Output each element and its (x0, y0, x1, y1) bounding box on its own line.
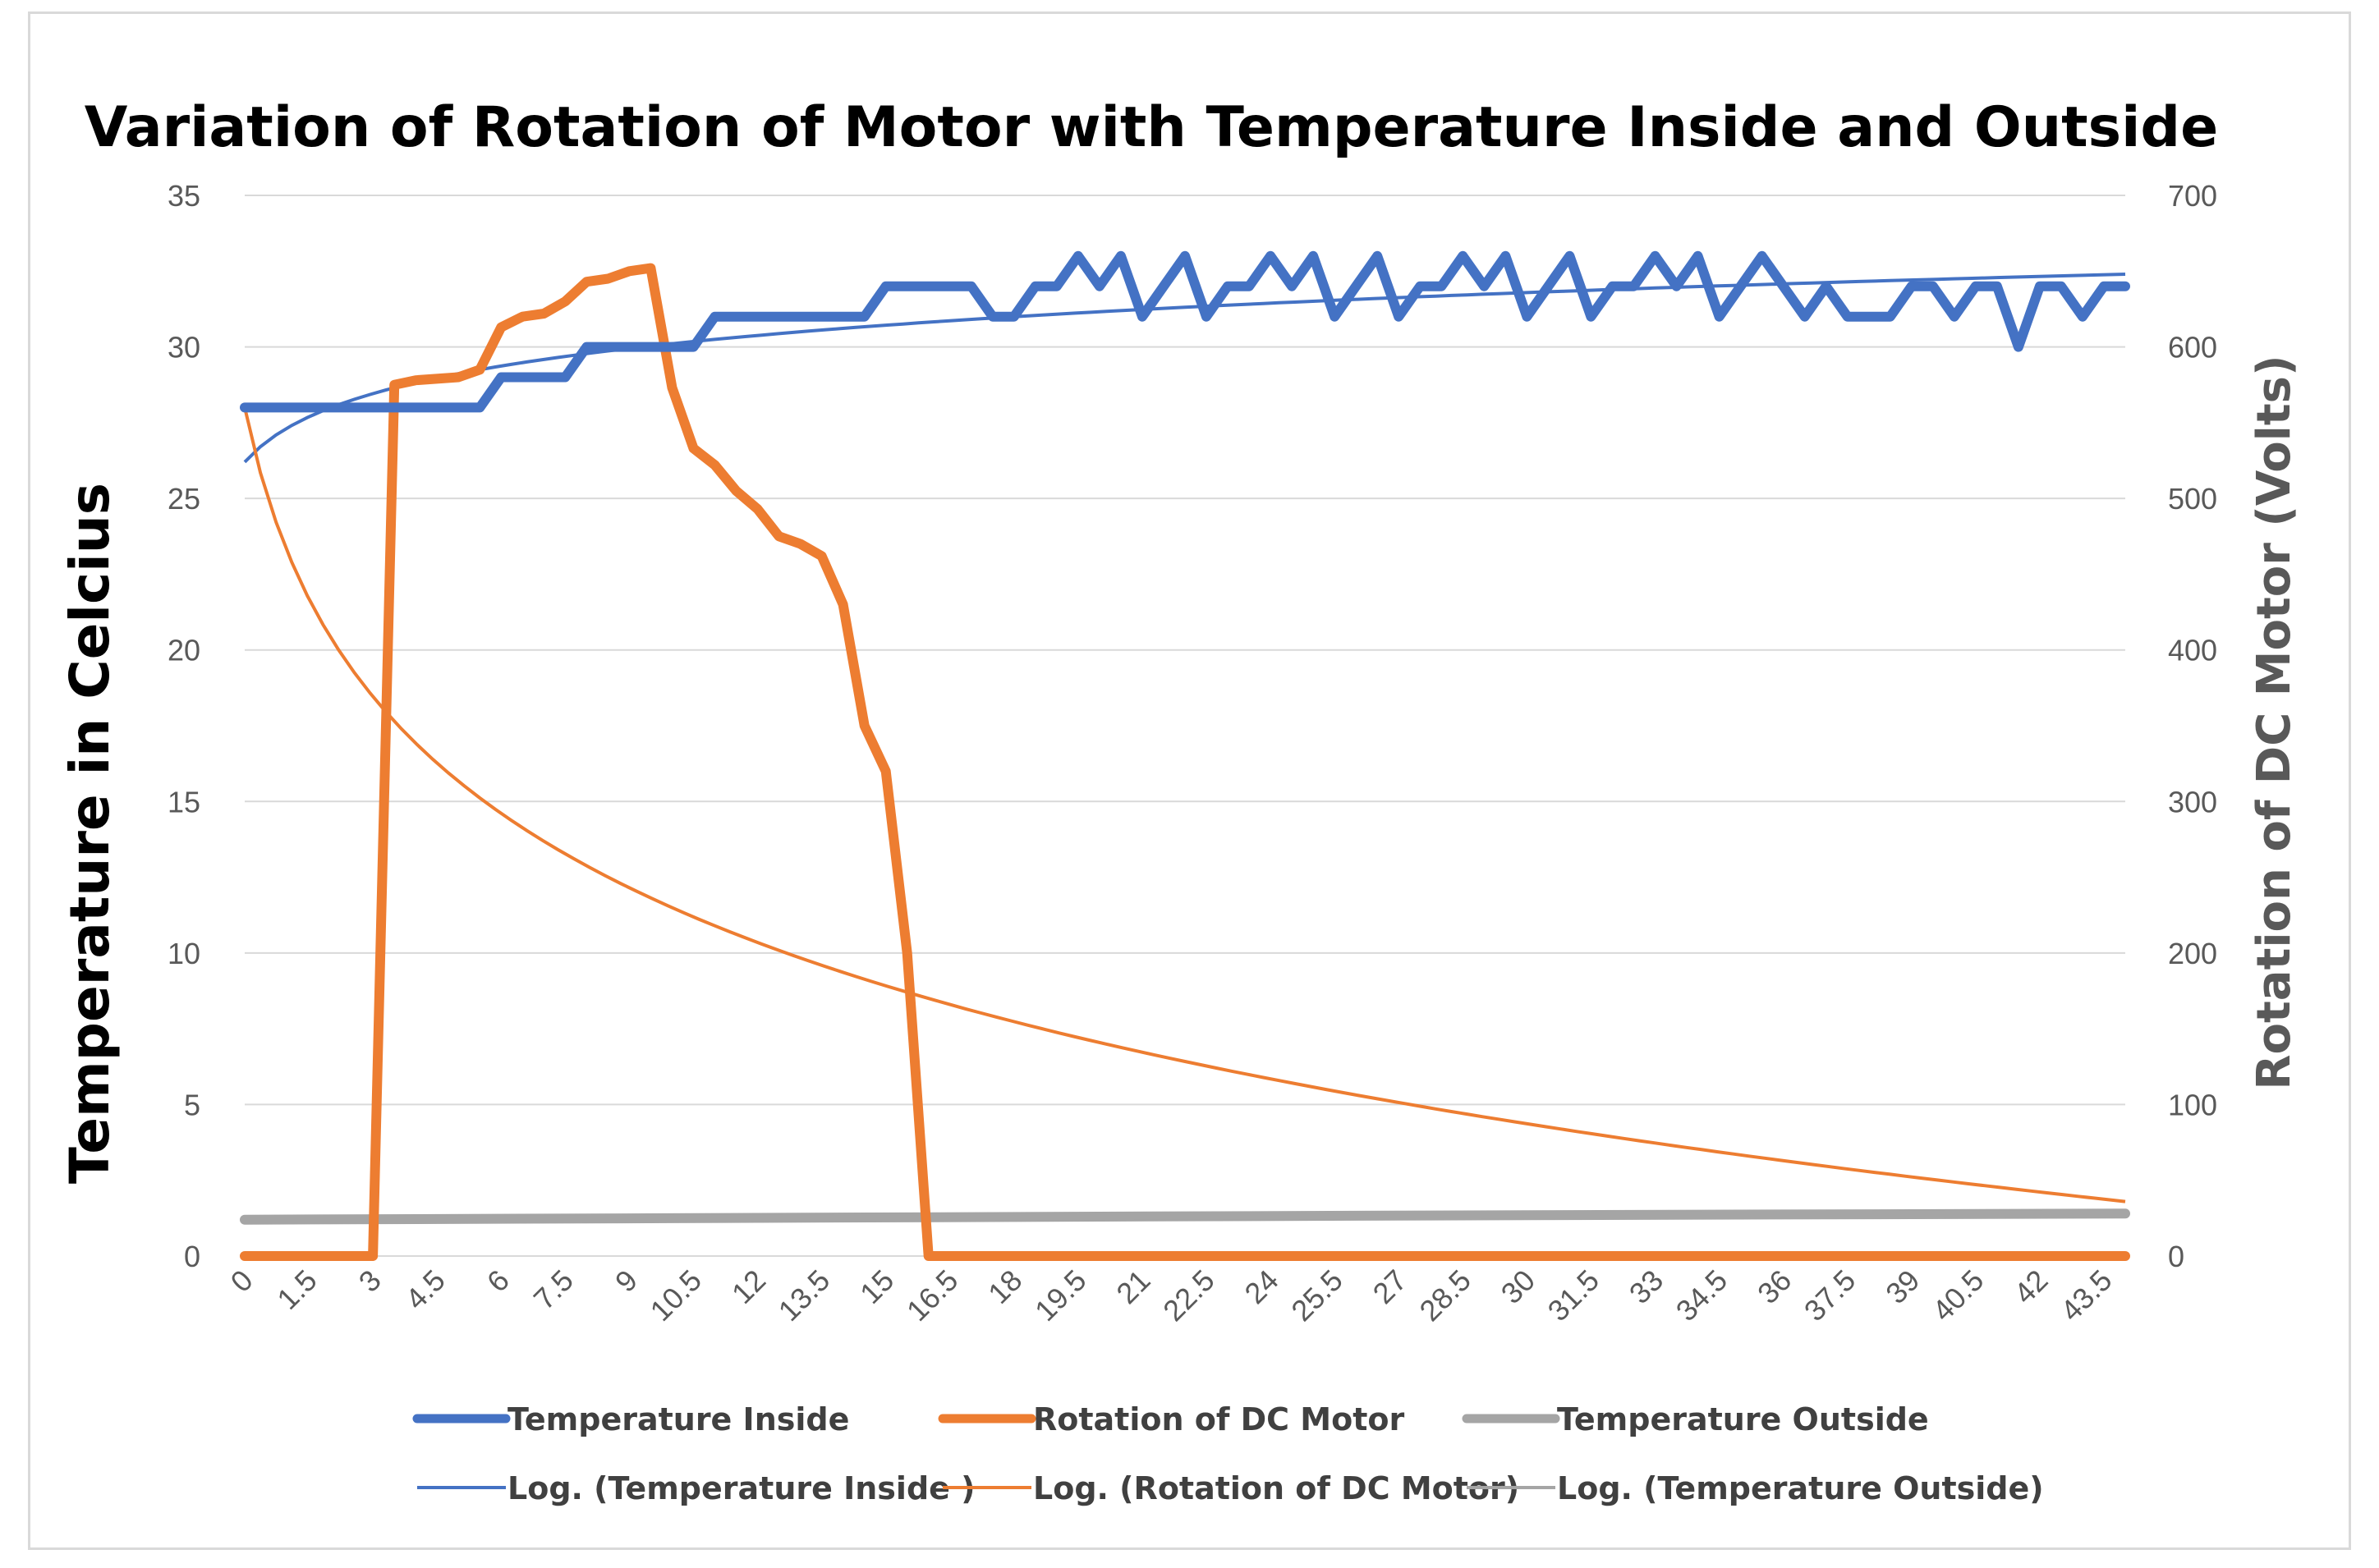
y2-tick-label: 400 (2168, 634, 2217, 667)
y2-tick-label: 700 (2168, 179, 2217, 213)
x-tick-label: 13.5 (772, 1263, 837, 1328)
y-tick-label: 15 (168, 785, 200, 818)
x-tick-label: 36 (1751, 1263, 1798, 1310)
y2-tick-label: 300 (2168, 785, 2217, 818)
gridlines (245, 195, 2125, 1257)
series-line-rotation-of-dc-motor (240, 263, 2130, 1261)
x-tick-label: 37.5 (1798, 1263, 1862, 1328)
legend-label-temperature-inside: Temperature Inside (507, 1401, 849, 1437)
trendlines (243, 273, 2126, 1222)
x-tick-label: 19.5 (1028, 1263, 1093, 1328)
x-tick-label: 31.5 (1541, 1263, 1606, 1328)
y-tick-label: 0 (184, 1240, 200, 1273)
x-tick-label: 34.5 (1669, 1263, 1734, 1328)
x-tick-label: 40.5 (1926, 1263, 1991, 1328)
trendline-1 (243, 273, 2126, 464)
x-tick-label: 33 (1623, 1263, 1669, 1310)
x-tick-label: 1.5 (270, 1263, 323, 1316)
x-tick-label: 39 (1879, 1263, 1926, 1310)
x-tick-label: 24 (1238, 1263, 1284, 1310)
x-tick-label: 21 (1109, 1263, 1156, 1310)
y2-tick-label: 200 (2168, 937, 2217, 970)
trendline-2 (243, 406, 2126, 1204)
legend: Temperature Inside Rotation of DC Motor … (412, 1401, 2044, 1506)
x-tick-label: 30 (1495, 1263, 1541, 1310)
legend-label-temperature-outside: Temperature Outside (1557, 1401, 1929, 1437)
y-tick-label: 25 (168, 482, 200, 516)
y-axis-left-ticks: 0 5 10 15 20 25 30 35 (168, 179, 200, 1273)
y-axis-left-label: Temperature in Celcius (58, 483, 122, 1184)
x-tick-label: 27 (1366, 1263, 1413, 1310)
x-tick-label: 16.5 (900, 1263, 965, 1328)
y-tick-label: 20 (168, 634, 200, 667)
legend-label-log-rotation: Log. (Rotation of DC Motor) (1033, 1470, 1519, 1506)
x-tick-label: 12 (725, 1263, 772, 1310)
series-line-temperature-inside (240, 250, 2130, 413)
y2-tick-label: 600 (2168, 331, 2217, 364)
chart-title: Variation of Rotation of Motor with Temp… (85, 95, 2218, 160)
x-tick-label: 22.5 (1156, 1263, 1221, 1328)
legend-label-log-temperature-inside: Log. (Temperature Inside ) (507, 1470, 976, 1506)
x-axis-ticks: 0 1.5 3 4.5 6 7.5 9 10.5 12 13.5 15 16.5 18 19.5 21 22.… (224, 1263, 2119, 1328)
x-tick-label: 6 (480, 1263, 516, 1299)
y-axis-right-ticks: 0 100 200 300 400 500 600 700 (2168, 179, 2217, 1273)
chart-frame (28, 11, 2351, 1550)
x-tick-label: 0 (224, 1263, 259, 1299)
y2-tick-label: 0 (2168, 1240, 2184, 1273)
y2-tick-label: 100 (2168, 1088, 2217, 1121)
x-tick-label: 42 (2007, 1263, 2054, 1310)
y-tick-label: 35 (168, 179, 200, 213)
x-tick-label: 9 (609, 1263, 644, 1299)
y-tick-label: 30 (168, 331, 200, 364)
x-tick-label: 18 (981, 1263, 1028, 1310)
x-tick-label: 10.5 (644, 1263, 709, 1328)
legend-label-log-temperature-outside: Log. (Temperature Outside) (1557, 1470, 2044, 1506)
y-tick-label: 10 (168, 937, 200, 970)
y-tick-label: 5 (184, 1088, 200, 1121)
x-tick-label: 3 (352, 1263, 388, 1299)
x-tick-label: 43.5 (2054, 1263, 2119, 1328)
x-tick-label: 4.5 (398, 1263, 451, 1316)
x-tick-label: 25.5 (1284, 1263, 1349, 1328)
y-axis-right-label: Rotation of DC Motor (Volts) (2248, 355, 2301, 1089)
data-series (240, 250, 2130, 1261)
legend-label-rotation: Rotation of DC Motor (1033, 1401, 1404, 1437)
series-line-temperature-outside (240, 1208, 2130, 1225)
x-tick-label: 15 (853, 1263, 900, 1310)
x-tick-label: 28.5 (1412, 1263, 1477, 1328)
x-tick-label: 7.5 (527, 1263, 580, 1316)
y2-tick-label: 500 (2168, 482, 2217, 516)
